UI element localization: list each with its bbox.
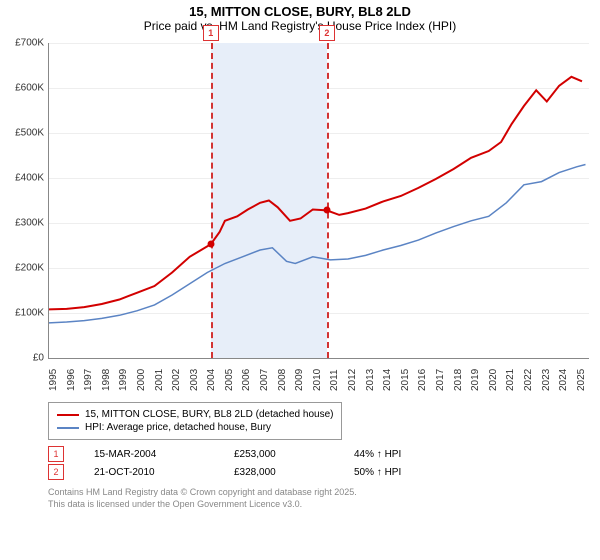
series-hpi (49, 165, 586, 323)
legend: 15, MITTON CLOSE, BURY, BL8 2LD (detache… (48, 402, 342, 440)
y-axis-label: £0 (0, 353, 44, 364)
sale-row: 2 21-OCT-2010 £328,000 50% ↑ HPI (48, 464, 600, 480)
x-axis-label: 2025 (576, 369, 600, 391)
footer-text: Contains HM Land Registry data © Crown c… (48, 486, 600, 510)
line-series (49, 43, 589, 358)
legend-label: 15, MITTON CLOSE, BURY, BL8 2LD (detache… (85, 409, 333, 420)
legend-swatch (57, 427, 79, 429)
page-subtitle: Price paid vs. HM Land Registry's House … (0, 19, 600, 33)
chart: £0 £100K £200K £300K £400K £500K £600K £700K 12… (0, 33, 600, 398)
footer-line: This data is licensed under the Open Gov… (48, 498, 600, 510)
sale-date: 15-MAR-2004 (94, 449, 204, 460)
footer-line: Contains HM Land Registry data © Crown c… (48, 486, 600, 498)
y-axis-label: £500K (0, 128, 44, 139)
sale-vs-hpi: 50% ↑ HPI (354, 467, 401, 478)
y-axis-label: £700K (0, 38, 44, 49)
sale-row: 1 15-MAR-2004 £253,000 44% ↑ HPI (48, 446, 600, 462)
legend-swatch (57, 414, 79, 416)
series-subject (49, 77, 582, 310)
sale-date: 21-OCT-2010 (94, 467, 204, 478)
plot-area: 12 (48, 43, 589, 359)
sale-marker: 1 (203, 25, 219, 41)
sale-index: 1 (48, 446, 64, 462)
y-axis-label: £400K (0, 173, 44, 184)
y-axis-label: £200K (0, 263, 44, 274)
y-axis-label: £100K (0, 308, 44, 319)
sale-vs-hpi: 44% ↑ HPI (354, 449, 401, 460)
legend-item-hpi: HPI: Average price, detached house, Bury (57, 422, 333, 433)
sale-price: £253,000 (234, 449, 324, 460)
sale-marker: 2 (319, 25, 335, 41)
sale-index: 2 (48, 464, 64, 480)
legend-item-subject: 15, MITTON CLOSE, BURY, BL8 2LD (detache… (57, 409, 333, 420)
sale-dot (323, 207, 330, 214)
page-title: 15, MITTON CLOSE, BURY, BL8 2LD (0, 4, 600, 19)
y-axis-label: £600K (0, 83, 44, 94)
sale-dot (207, 241, 214, 248)
legend-label: HPI: Average price, detached house, Bury (85, 422, 271, 433)
y-axis-label: £300K (0, 218, 44, 229)
sale-price: £328,000 (234, 467, 324, 478)
